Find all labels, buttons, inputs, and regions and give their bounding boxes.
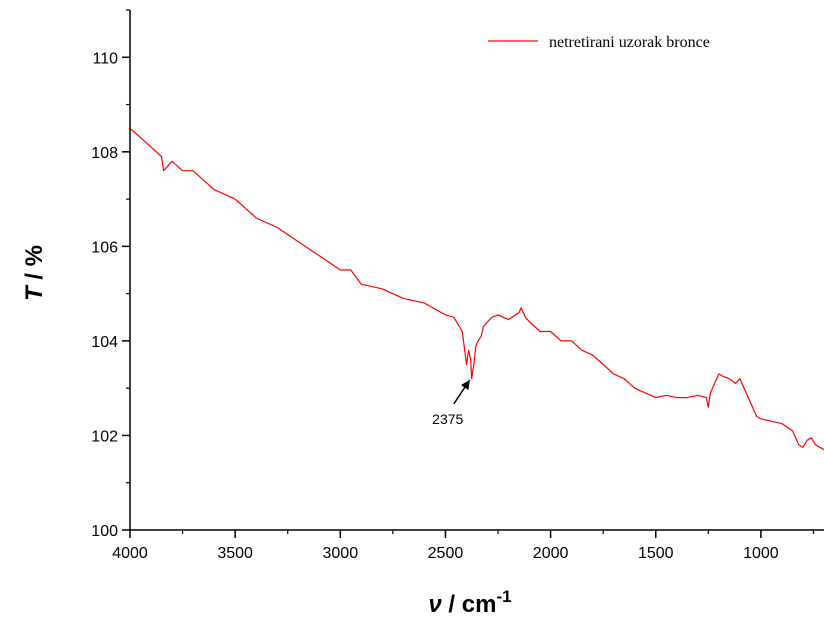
x-tick-label: 2500 (428, 545, 464, 562)
legend-label: netretirani uzorak bronce (549, 34, 710, 51)
y-tick-label: 106 (91, 239, 118, 256)
series-line (129, 127, 824, 451)
x-tick-label: 1000 (743, 545, 779, 562)
x-axis-ticks: 4000 3500 3000 2500 2000 1500 1000 (112, 530, 815, 562)
x-tick-label: 3500 (217, 545, 253, 562)
y-tick-label: 102 (91, 428, 118, 445)
plot-area: 100 102 104 106 108 110 4000 3500 3000 2500 2000 1… (91, 9, 824, 562)
x-tick-label: 3000 (323, 545, 359, 562)
x-axis-title: ν / cm-1 (428, 587, 511, 618)
y-tick-label: 104 (91, 334, 118, 351)
x-tick-label: 4000 (112, 545, 148, 562)
y-axis-ticks: 100 102 104 106 108 110 (91, 9, 130, 540)
x-tick-label: 2000 (533, 545, 569, 562)
y-tick-label: 100 (91, 523, 118, 540)
y-axis-title: T / % (21, 245, 48, 301)
x-tick-label: 1500 (638, 545, 674, 562)
annotation-2375: 2375 (432, 379, 471, 427)
legend: netretirani uzorak bronce (488, 34, 710, 51)
annotation-label: 2375 (432, 411, 463, 427)
y-tick-label: 108 (91, 145, 118, 162)
annotation-arrowhead (461, 380, 470, 390)
y-tick-label: 110 (92, 50, 118, 67)
